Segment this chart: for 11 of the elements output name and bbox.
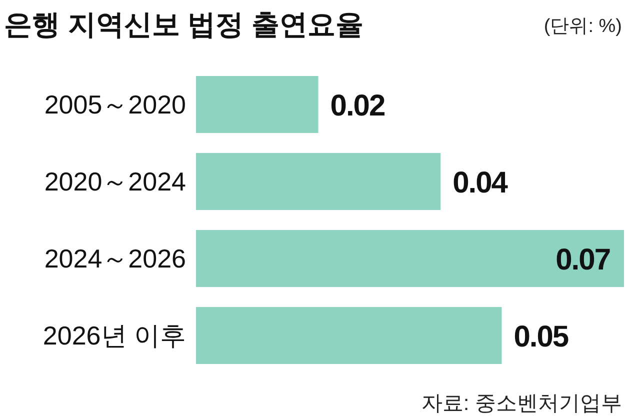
value-label: 0.05 (514, 320, 568, 354)
category: 2024～2026 (44, 244, 186, 274)
value-label: 0.07 (556, 244, 610, 276)
subtitle: (단위: %) (544, 16, 622, 37)
annotation: 자료: 중소벤처기업부 (421, 392, 622, 415)
value-label: 0.04 (452, 166, 507, 200)
category: 2005～2020 (44, 90, 186, 120)
title: 은행 지역신보 법정 출연요율 (4, 9, 364, 40)
category: 2020～2024 (44, 166, 186, 196)
category: 2026년 이후 (42, 320, 186, 350)
value-label: 0.02 (330, 90, 385, 122)
